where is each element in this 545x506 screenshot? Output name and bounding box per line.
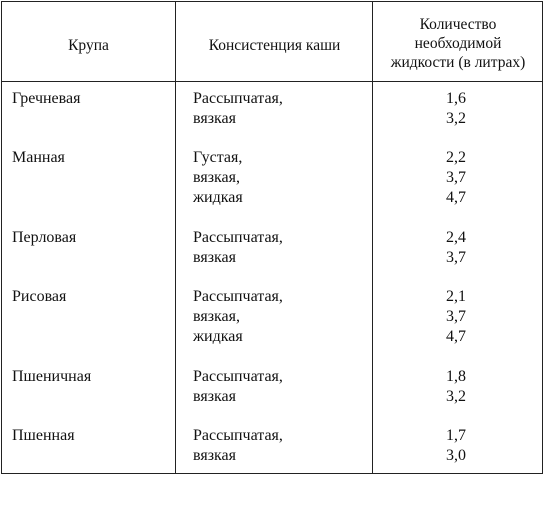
consistency-value: вязкая <box>193 447 237 464</box>
consistency-value: вязкая <box>193 110 237 127</box>
consistency-cell: Рассыпчатая, вязкая <box>193 228 283 268</box>
table-row: Рисовая Рассыпчатая, вязкая, жидкая 2,1 3,7 4,… <box>2 287 542 367</box>
consistency-value: Рассыпчатая, <box>193 427 283 444</box>
consistency-value: жидкая <box>193 328 243 345</box>
liquid-amount-cell: 2,2 3,7 4,7 <box>422 148 466 208</box>
liquid-amount-value: 1,8 <box>446 368 466 385</box>
consistency-cell: Рассыпчатая, вязкая <box>193 426 283 466</box>
grain-name: Рисовая <box>12 288 67 305</box>
consistency-value: вязкая <box>193 388 237 405</box>
liquid-amount-cell: 1,7 3,0 <box>422 426 466 466</box>
consistency-value: Рассыпчатая, <box>193 288 283 305</box>
liquid-amount-value: 1,6 <box>446 90 466 107</box>
table-row: Гречневая Рассыпчатая, вязкая 1,6 3,2 <box>2 89 542 169</box>
consistency-value: Рассыпчатая, <box>193 368 283 385</box>
liquid-amount-cell: 1,6 3,2 <box>422 89 466 129</box>
liquid-amount-value: 2,4 <box>446 229 466 246</box>
consistency-value: Рассыпчатая, <box>193 90 283 107</box>
liquid-amount-cell: 2,4 3,7 <box>422 228 466 268</box>
liquid-amount-cell: 2,1 3,7 4,7 <box>422 287 466 347</box>
liquid-amount-value: 2,2 <box>446 149 466 166</box>
liquid-amount-value: 4,7 <box>446 189 466 206</box>
header-liquid-amount: Количество необходимой жидкости (в литра… <box>374 15 542 72</box>
header-grain: Крупа <box>68 37 109 54</box>
table-row: Перловая Рассыпчатая, вязкая 2,4 3,7 <box>2 228 542 308</box>
grain-liquid-table: Крупа Консистенция каши Количество необх… <box>1 1 543 474</box>
consistency-value: Рассыпчатая, <box>193 229 283 246</box>
header-consistency: Консистенция каши <box>208 37 341 54</box>
grain-name: Пшеничная <box>12 368 92 385</box>
liquid-amount-cell: 1,8 3,2 <box>422 367 466 407</box>
header-divider <box>2 81 542 82</box>
consistency-value: жидкая <box>193 189 243 206</box>
liquid-amount-value: 4,7 <box>446 328 466 345</box>
column-divider-2 <box>372 2 373 473</box>
table-row: Пшенная Рассыпчатая, вязкая 1,7 3,0 <box>2 426 542 506</box>
liquid-amount-value: 3,7 <box>446 169 466 186</box>
consistency-value: вязкая, <box>193 308 241 325</box>
liquid-amount-value: 3,7 <box>446 308 466 325</box>
header-liquid-line-2: необходимой <box>414 35 502 52</box>
consistency-value: вязкая, <box>193 169 241 186</box>
liquid-amount-value: 2,1 <box>446 288 466 305</box>
consistency-value: вязкая <box>193 249 237 266</box>
consistency-cell: Рассыпчатая, вязкая <box>193 367 283 407</box>
table-row: Манная Густая, вязкая, жидкая 2,2 3,7 4,7 <box>2 148 542 228</box>
column-divider-1 <box>175 2 176 473</box>
grain-name: Манная <box>12 149 65 166</box>
liquid-amount-value: 1,7 <box>446 427 466 444</box>
liquid-amount-value: 3,0 <box>446 447 466 464</box>
consistency-value: Густая, <box>193 149 243 166</box>
grain-name: Пшенная <box>12 427 75 444</box>
consistency-cell: Густая, вязкая, жидкая <box>193 148 243 208</box>
table-row: Пшеничная Рассыпчатая, вязкая 1,8 3,2 <box>2 367 542 447</box>
grain-name: Перловая <box>12 229 77 246</box>
header-liquid-line-3: жидкости (в литрах) <box>390 54 526 71</box>
liquid-amount-value: 3,2 <box>446 388 466 405</box>
consistency-cell: Рассыпчатая, вязкая, жидкая <box>193 287 283 347</box>
liquid-amount-value: 3,2 <box>446 110 466 127</box>
grain-name: Гречневая <box>12 90 81 107</box>
header-liquid-line-1: Количество <box>419 16 497 33</box>
liquid-amount-value: 3,7 <box>446 249 466 266</box>
consistency-cell: Рассыпчатая, вязкая <box>193 89 283 129</box>
